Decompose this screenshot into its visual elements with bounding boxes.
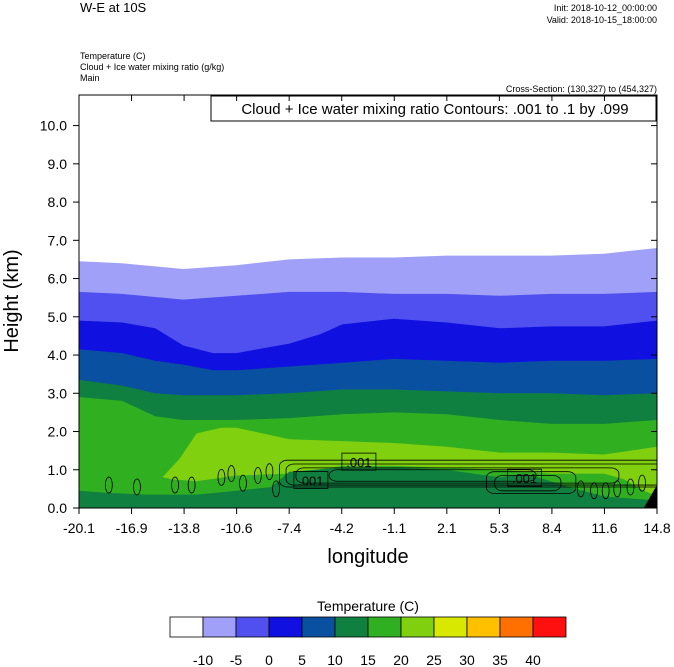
colorbar-level-label: 35 bbox=[492, 652, 508, 667]
colorbar-swatch-9 bbox=[466, 616, 501, 638]
colorbar-level-label: 30 bbox=[459, 652, 475, 667]
y-tick-label: 1.0 bbox=[48, 462, 68, 478]
cloud-ice-contours bbox=[104, 459, 657, 500]
x-tick-label: -4.2 bbox=[330, 520, 354, 536]
contour-label-box-1 bbox=[341, 452, 377, 471]
contour-info: Cloud + Ice water mixing ratio Contours:… bbox=[241, 101, 628, 118]
contour-blob-14 bbox=[626, 478, 635, 496]
colorbar bbox=[169, 616, 567, 638]
contour-label-2: .001 bbox=[512, 471, 537, 486]
x-tick-label: -16.9 bbox=[116, 520, 148, 536]
contour-blob-0 bbox=[104, 476, 113, 494]
contour-blob-3 bbox=[187, 476, 196, 494]
contour-blob-2 bbox=[171, 476, 179, 494]
y-axis: 0.0 1.0 2.0 3.0 4.0 5.0 6.0 7.0 8.0 9.0 10.0 bbox=[40, 118, 657, 516]
cross-section-label: Cross-Section: (130,327) to (454,327) bbox=[506, 84, 657, 94]
contour-blob-15 bbox=[638, 474, 646, 492]
contour-blob-12 bbox=[601, 482, 610, 500]
contour-blob-9 bbox=[272, 480, 280, 498]
x-tick-label: 2.1 bbox=[437, 520, 457, 536]
x-tick-label: 8.4 bbox=[542, 520, 562, 536]
plot-frame bbox=[78, 94, 658, 509]
x-tick-label: -7.4 bbox=[277, 520, 301, 536]
contour-label-1: .001 bbox=[346, 455, 371, 470]
y-tick-label: 10.0 bbox=[40, 118, 67, 134]
valid-time: Valid: 2018-10-15_18:00:00 bbox=[547, 15, 657, 25]
contour-blob-1 bbox=[133, 478, 141, 496]
y-tick-label: 8.0 bbox=[48, 194, 68, 210]
y-tick-label: 0.0 bbox=[48, 500, 68, 516]
y-tick-label: 5.0 bbox=[48, 309, 68, 325]
contour-ring-5 bbox=[494, 475, 562, 492]
contour-blob-8 bbox=[265, 463, 274, 481]
y-tick-label: 9.0 bbox=[48, 156, 68, 172]
contour-blob-13 bbox=[613, 480, 622, 498]
colorbar-level-label: -5 bbox=[230, 652, 243, 667]
colorbar-level-label: 0 bbox=[265, 652, 273, 667]
contour-label-0: .001 bbox=[298, 473, 323, 488]
x-tick-label: -1.1 bbox=[382, 520, 406, 536]
colorbar-swatch-11 bbox=[532, 616, 567, 638]
colorbar-labels: -10 -5 0 5 10 15 20 25 30 35 40 bbox=[193, 652, 541, 667]
y-tick-label: 4.0 bbox=[48, 347, 68, 363]
field-temperature: Temperature (C) bbox=[80, 51, 146, 61]
temperature-band-8 bbox=[79, 467, 657, 508]
x-tick-label: 5.3 bbox=[490, 520, 510, 536]
x-axis: -20.1 -16.9 -13.8 -10.6 -7.4 -4.2 -1.1 2.1 5.3 8.… bbox=[63, 95, 671, 536]
colorbar-swatch-6 bbox=[367, 616, 402, 638]
x-axis-label: longitude bbox=[327, 546, 408, 568]
contour-labels: .001 .001 .001 bbox=[293, 452, 542, 489]
y-tick-label: 3.0 bbox=[48, 385, 68, 401]
colorbar-level-label: 10 bbox=[327, 652, 343, 667]
colorbar-swatch-0 bbox=[169, 616, 204, 638]
y-tick-label: 7.0 bbox=[48, 232, 68, 248]
colorbar-swatch-5 bbox=[334, 616, 369, 638]
contour-blob-10 bbox=[576, 480, 585, 498]
contour-info-box bbox=[210, 95, 657, 122]
contour-blob-7 bbox=[253, 467, 262, 484]
contour-blob-4 bbox=[217, 469, 226, 486]
colorbar-swatch-10 bbox=[499, 616, 534, 638]
y-tick-label: 2.0 bbox=[48, 424, 68, 440]
x-tick-label: -20.1 bbox=[63, 520, 95, 536]
colorbar-swatch-1 bbox=[202, 616, 237, 638]
contour-label-box-2 bbox=[507, 468, 542, 487]
colorbar-level-label: -10 bbox=[193, 652, 213, 667]
colorbar-level-label: 40 bbox=[525, 652, 541, 667]
contour-blob-11 bbox=[590, 482, 598, 500]
x-tick-label: -13.8 bbox=[168, 520, 200, 536]
y-axis-label: Height (km) bbox=[1, 249, 23, 352]
colorbar-level-label: 25 bbox=[426, 652, 442, 667]
field-main: Main bbox=[80, 73, 100, 83]
init-time: Init: 2018-10-12_00:00:00 bbox=[554, 3, 657, 13]
contour-label-box-0 bbox=[293, 471, 329, 489]
colorbar-title: Temperature (C) bbox=[317, 598, 419, 614]
contour-ring-2 bbox=[295, 467, 620, 484]
colorbar-swatch-4 bbox=[301, 616, 336, 638]
contour-ring-0 bbox=[278, 459, 657, 488]
contour-blob-5 bbox=[227, 465, 236, 482]
colorbar-swatch-3 bbox=[268, 616, 303, 638]
colorbar-swatch-2 bbox=[235, 616, 270, 638]
contour-blob-6 bbox=[239, 474, 247, 492]
x-tick-label: 14.8 bbox=[643, 520, 670, 536]
colorbar-swatch-7 bbox=[400, 616, 435, 638]
x-tick-label: -10.6 bbox=[221, 520, 253, 536]
terrain bbox=[643, 485, 657, 508]
x-tick-label: 11.6 bbox=[591, 520, 617, 536]
colorbar-swatch-8 bbox=[433, 616, 468, 638]
contour-ring-4 bbox=[486, 471, 577, 494]
colorbar-level-label: 20 bbox=[393, 652, 409, 667]
contour-ring-1 bbox=[285, 463, 657, 486]
colorbar-level-label: 5 bbox=[298, 652, 306, 667]
colorbar-level-label: 15 bbox=[360, 652, 376, 667]
chart-title: W-E at 10S bbox=[80, 0, 147, 15]
y-tick-label: 6.0 bbox=[48, 271, 68, 287]
field-cloud-ice: Cloud + Ice water mixing ratio (g/kg) bbox=[80, 62, 224, 72]
